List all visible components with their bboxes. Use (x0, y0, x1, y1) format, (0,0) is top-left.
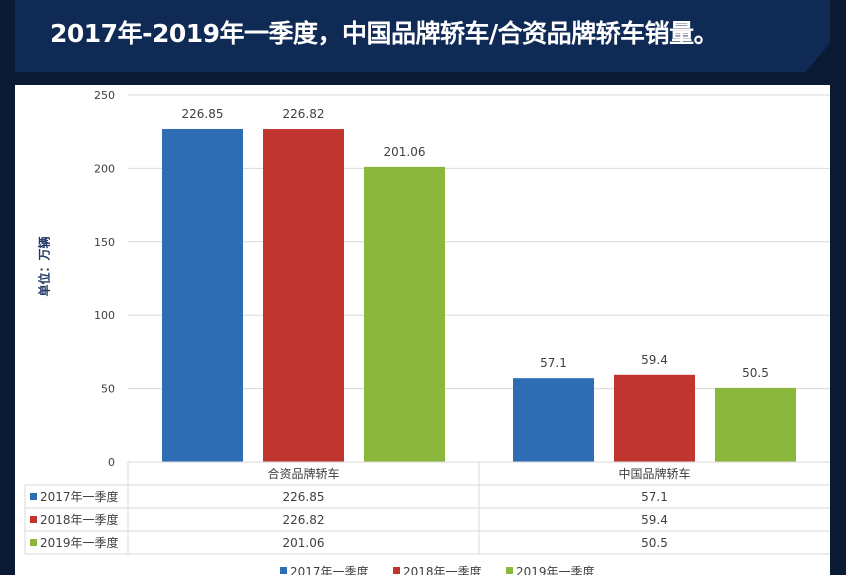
data-label: 226.82 (283, 107, 325, 121)
table-row-label: 2018年一季度 (40, 512, 119, 527)
legend-item: 2017年一季度 (290, 564, 369, 575)
table-header-category: 中国品牌轿车 (618, 466, 690, 481)
y-tick-label: 50 (101, 383, 115, 396)
table-cell: 226.82 (283, 513, 325, 527)
table-cell: 201.06 (283, 536, 325, 550)
data-label: 201.06 (384, 145, 426, 159)
legend-key (30, 516, 37, 523)
page-title: 2017年-2019年一季度，中国品牌轿车/合资品牌轿车销量。 (50, 19, 719, 48)
y-tick-label: 0 (108, 456, 115, 469)
legend-key (30, 493, 37, 500)
legend-item: 2018年一季度 (403, 564, 482, 575)
y-tick-label: 150 (94, 236, 115, 249)
legend-swatch (393, 567, 400, 574)
table-row-label: 2019年一季度 (40, 535, 119, 550)
bar (513, 378, 594, 462)
legend-swatch (280, 567, 287, 574)
legend-key (30, 539, 37, 546)
table-row-label: 2017年一季度 (40, 489, 119, 504)
bar (162, 128, 243, 463)
table-cell: 50.5 (641, 536, 668, 550)
bar (364, 166, 445, 462)
table-cell: 57.1 (641, 490, 668, 504)
bar (614, 374, 695, 462)
y-tick-label: 100 (94, 309, 115, 322)
bar (715, 387, 796, 462)
table-cell: 226.85 (283, 490, 325, 504)
y-tick-label: 200 (94, 162, 115, 175)
legend-swatch (506, 567, 513, 574)
title-banner (15, 0, 830, 72)
data-label: 59.4 (641, 353, 668, 367)
bar (263, 129, 344, 462)
legend-item: 2019年一季度 (516, 564, 595, 575)
y-tick-label: 250 (94, 89, 115, 102)
table-cell: 59.4 (641, 513, 668, 527)
data-label: 50.5 (742, 366, 769, 380)
table-header-category: 合资品牌轿车 (267, 466, 339, 481)
data-label: 57.1 (540, 356, 567, 370)
data-label: 226.85 (182, 107, 224, 121)
